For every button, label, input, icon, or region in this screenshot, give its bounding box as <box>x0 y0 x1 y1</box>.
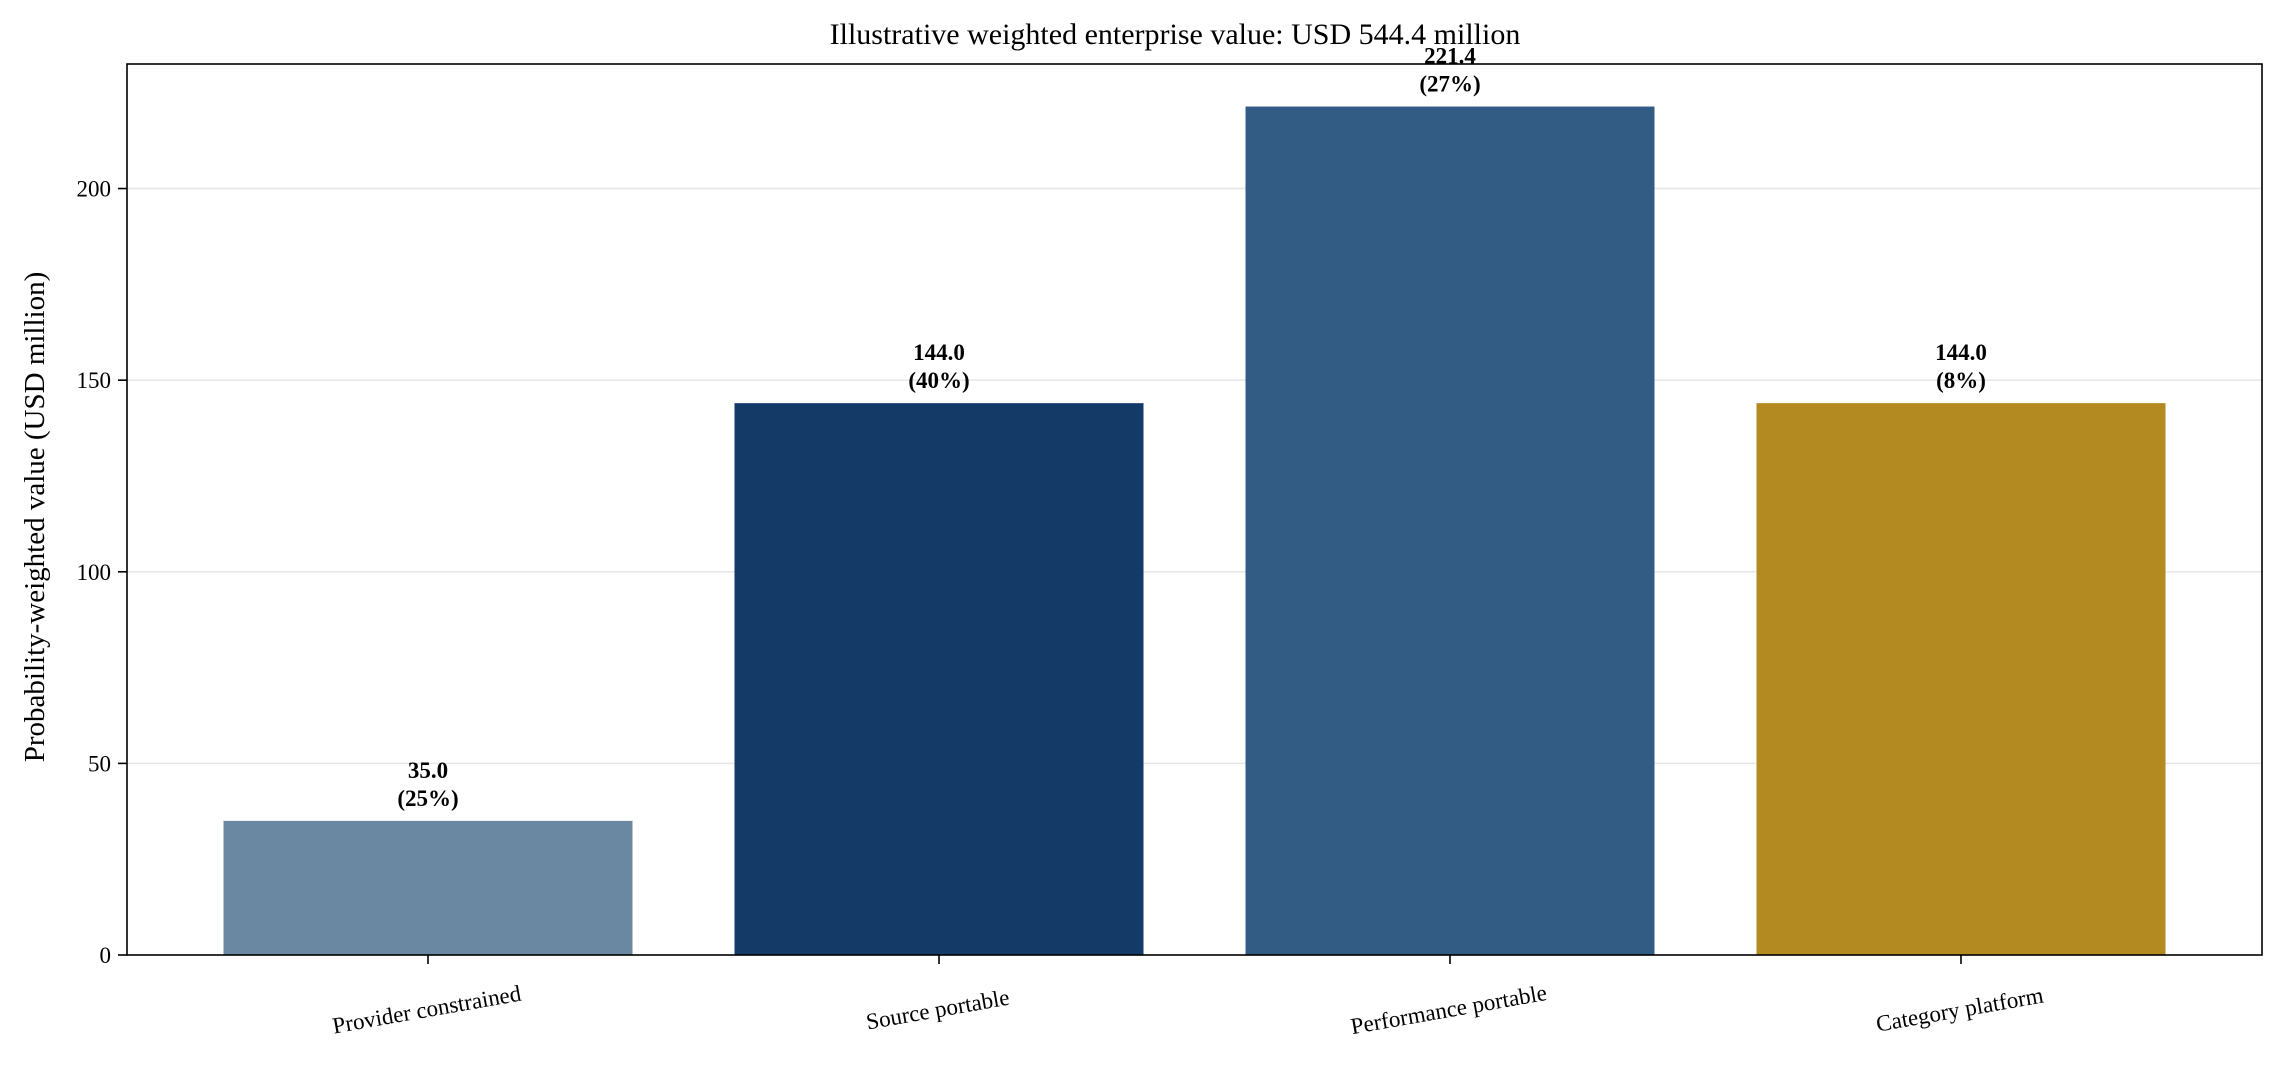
x-tick-label: Source portable <box>864 985 1011 1035</box>
y-tick-label: 0 <box>100 943 112 968</box>
y-axis: 0 50 100 150 200 <box>77 177 127 968</box>
y-tick-label: 200 <box>77 177 112 202</box>
chart-title: Illustrative weighted enterprise value: … <box>830 18 1521 51</box>
x-tick-label: Category platform <box>1874 983 2045 1037</box>
data-labels: 35.0(25%)144.0(40%)221.4(27%)144.0(8%) <box>397 44 1987 811</box>
bar-share-label: (8%) <box>1936 368 1986 393</box>
y-tick-label: 150 <box>77 368 112 393</box>
y-tick-label: 50 <box>88 751 111 776</box>
bar-value-label: 144.0 <box>913 340 965 365</box>
x-tick-label: Provider constrained <box>330 981 523 1039</box>
bar <box>734 403 1144 955</box>
x-axis: Provider constrained Source portable Perfo… <box>330 955 2045 1039</box>
bar-share-label: (40%) <box>908 368 969 393</box>
bar-value-label: 35.0 <box>408 758 448 783</box>
bar-value-label: 144.0 <box>1935 340 1987 365</box>
y-axis-label: Probability-weighted value (USD million) <box>19 272 51 763</box>
y-tick-label: 100 <box>77 560 112 585</box>
bar-share-label: (27%) <box>1419 72 1480 97</box>
bar-share-label: (25%) <box>397 786 458 811</box>
x-tick-label: Performance portable <box>1349 980 1549 1039</box>
bar <box>1245 106 1655 955</box>
axes-frame <box>126 63 2263 956</box>
bar <box>223 820 633 955</box>
bar <box>1756 403 2166 955</box>
bars <box>223 106 2166 955</box>
